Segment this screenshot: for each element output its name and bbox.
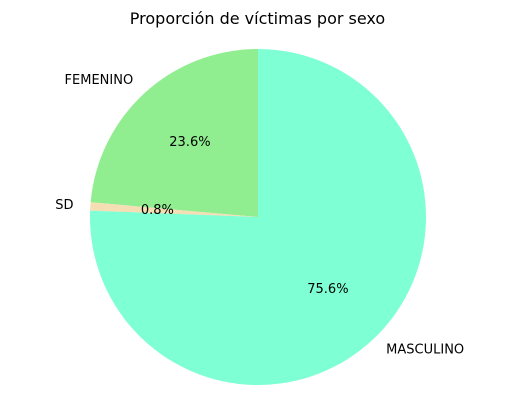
chart-title: Proporción de víctimas por sexo	[130, 9, 385, 28]
slice-label-femenino: FEMENINO	[65, 73, 134, 88]
pie-slice-sd	[90, 202, 258, 217]
slice-percent-femenino: 23.6%	[169, 135, 210, 150]
pie-labels: FEMENINO 23.6% SD 0.8% MASCULINO 75.6%	[55, 73, 464, 357]
pie-slices	[90, 48, 426, 385]
pie-slice-masculino	[90, 48, 426, 385]
slice-label-sd: SD	[55, 198, 73, 213]
slice-label-masculino: MASCULINO	[386, 343, 464, 358]
slice-percent-masculino: 75.6%	[307, 282, 348, 297]
slice-percent-sd: 0.8%	[141, 203, 174, 218]
pie-slice-femenino	[90, 49, 258, 217]
